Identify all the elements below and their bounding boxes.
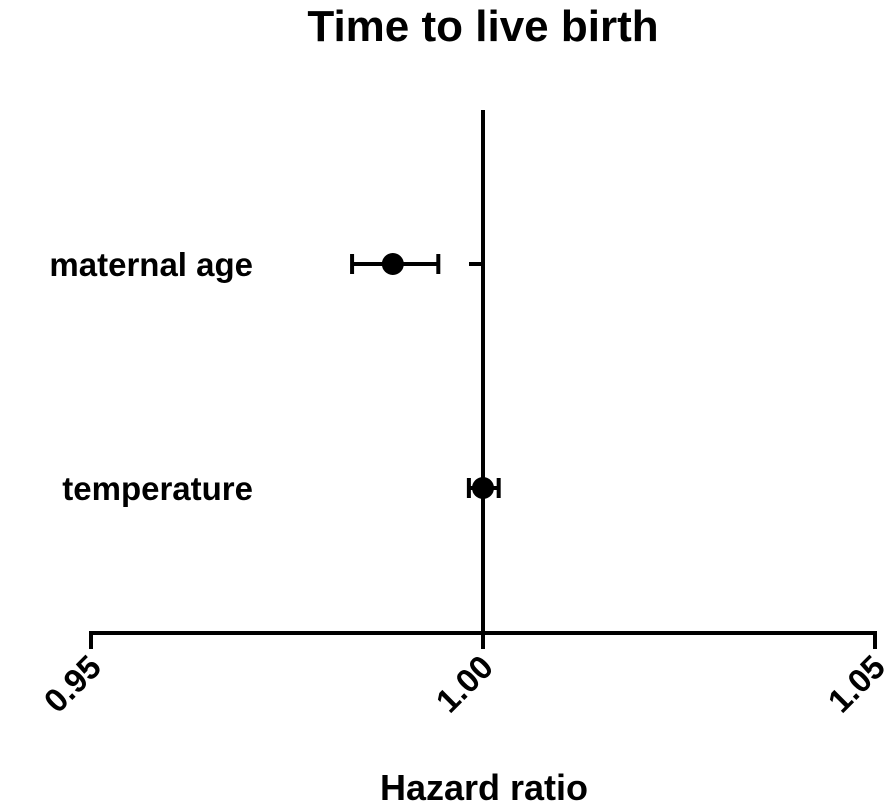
x-axis-ticks: 0.95 1.00 1.05 [37,633,886,720]
category-label: maternal age [49,246,253,283]
x-axis-label: Hazard ratio [380,767,588,808]
x-tick-label: 0.95 [37,648,109,720]
x-tick-label: 1.00 [429,648,501,720]
x-tick-label: 1.05 [821,648,886,720]
estimate-point [472,477,494,499]
category-label: temperature [62,470,253,507]
chart-title: Time to live birth [307,2,658,51]
estimates-group: maternal age temperature [49,246,501,507]
estimate-point [381,253,404,275]
